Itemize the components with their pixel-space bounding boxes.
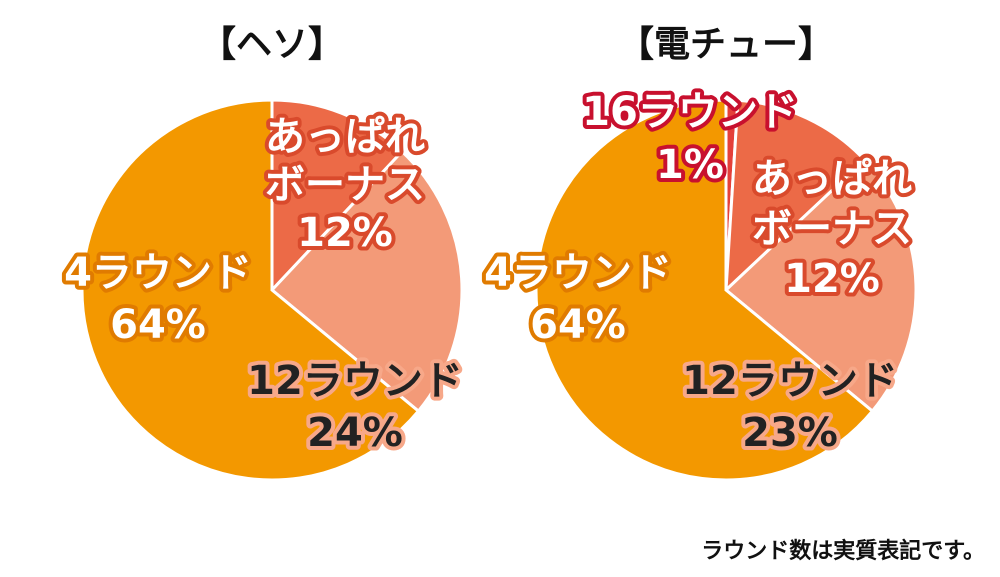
label-denchu-r4-line1: 4ラウンド	[484, 250, 672, 296]
pie-heso-slice-2	[80, 98, 421, 482]
pie-heso	[80, 98, 464, 482]
label-denchu-r16-pct: 1%	[656, 142, 724, 188]
label-denchu-appare-pct: 12%	[784, 256, 880, 302]
label-denchu-r12-line1: 12ラウンド	[682, 358, 898, 404]
footnote: ラウンド数は実質表記です。	[701, 538, 985, 564]
label-heso-r4-line1: 4ラウンド	[64, 250, 252, 296]
label-heso-r12-line1: 12ラウンド	[247, 358, 463, 404]
label-heso-r4-pct: 64%	[110, 302, 206, 348]
pie-denchu-slice-2	[723, 157, 918, 414]
label-heso-appare-line2: ボーナス	[265, 162, 425, 208]
pie-heso-slice-1	[269, 149, 464, 414]
label-denchu-r16-line1: 16ラウンド	[582, 89, 798, 135]
pie-denchu	[534, 98, 918, 482]
chart-title-heso: 【ヘソ】	[200, 24, 344, 65]
chart-title-denchu: 【電チュー】	[618, 24, 834, 65]
label-denchu-appare-line2: ボーナス	[752, 206, 912, 252]
label-denchu-appare-line1: あっぱれ	[752, 156, 912, 202]
label-denchu-r4-pct: 64%	[530, 302, 626, 348]
label-denchu-r12-pct: 23%	[742, 410, 838, 456]
pie-heso-slice-0	[270, 98, 405, 294]
pie-denchu-slice-1	[724, 98, 867, 294]
label-heso-appare-line1: あっぱれ	[265, 114, 425, 160]
chart-denchu: 【電チュー】 16ラウンド 1% あっぱれ ボーナス 12% 4ラウンド 64%…	[480, 24, 918, 482]
chart-heso: 【ヘソ】 あっぱれ ボーナス 12% 4ラウンド 64% 12ラウンド 24%	[60, 24, 467, 482]
label-heso-r12-pct: 24%	[307, 410, 403, 456]
label-heso-appare-pct: 12%	[297, 210, 393, 256]
pie-denchu-slice-3	[534, 98, 875, 482]
